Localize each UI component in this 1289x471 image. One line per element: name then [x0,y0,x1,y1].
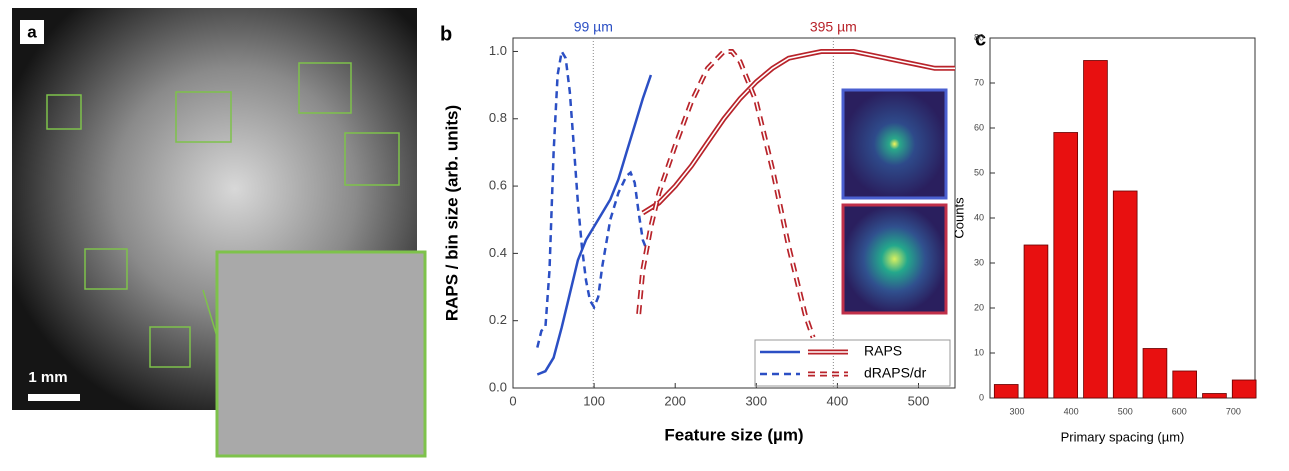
y-tick-label: 1.0 [489,43,507,58]
inset-image [841,88,948,200]
y-tick-label: 70 [974,77,984,87]
scale-bar-label: 1 mm [28,369,67,386]
bar [1112,190,1138,399]
micrograph: a 1 mm [12,8,427,458]
y-tick-label: 40 [974,212,984,222]
line-hollow [637,50,814,338]
y-tick-label: 0 [979,392,984,402]
series-line [536,47,648,348]
y-axis-label: Counts [951,197,966,239]
y-tick-label: 0.8 [489,110,507,125]
y-tick-label: 80 [974,32,984,42]
x-tick-label: 500 [908,393,930,408]
x-tick-label: 200 [664,393,686,408]
y-tick-label: 10 [974,347,984,357]
x-tick-label: 700 [1226,406,1241,416]
y-tick-label: 0.6 [489,178,507,193]
line-hollow [642,50,955,214]
panel-label: b [440,23,452,45]
x-tick-label: 500 [1118,406,1133,416]
bar [1053,132,1079,399]
bar [1172,370,1197,399]
x-tick-label: 0 [509,393,516,408]
x-tick-label: 600 [1172,406,1187,416]
chart-b: 0 100 200 300 400 500 0.0 0.2 0.4 0.6 0.8 1.0 Featur… [442,19,956,444]
bar [1023,244,1049,399]
y-tick-label: 30 [974,257,984,267]
inset-image [841,203,948,315]
legend-label: dRAPS/dr [864,365,927,381]
x-axis-label: Feature size (µm) [664,425,803,444]
bar [1231,379,1257,399]
bar [1083,60,1108,399]
x-tick-label: 400 [1064,406,1079,416]
x-axis-label: Primary spacing (µm) [1061,429,1185,444]
y-axis-label: RAPS / bin size (arb. units) [442,105,461,321]
bar [1202,393,1227,399]
x-tick-label: 300 [1010,406,1025,416]
chart-c: 300 400 500 600 700 0 10 20 30 40 50 60 70 80 Primary … [951,32,1257,444]
annotation: 99 µm [574,19,613,35]
annotation: 395 µm [810,19,857,35]
legend-box [754,339,951,387]
plot-frame [512,37,956,389]
y-tick-label: 0.2 [489,312,507,327]
panel-label: a [27,22,37,41]
bar [1142,348,1168,399]
scale-bar [28,394,80,401]
y-tick-label: 50 [974,167,984,177]
legend-label: RAPS [864,343,902,359]
y-tick-label: 20 [974,302,984,312]
bar [993,384,1019,399]
x-tick-label: 300 [745,393,767,408]
series-line [536,74,653,376]
y-tick-label: 0.0 [489,379,507,394]
x-tick-label: 100 [583,393,605,408]
panel-label: c [975,28,986,50]
y-tick-label: 0.4 [489,245,507,260]
y-tick-label: 60 [974,122,984,132]
x-tick-label: 400 [827,393,849,408]
